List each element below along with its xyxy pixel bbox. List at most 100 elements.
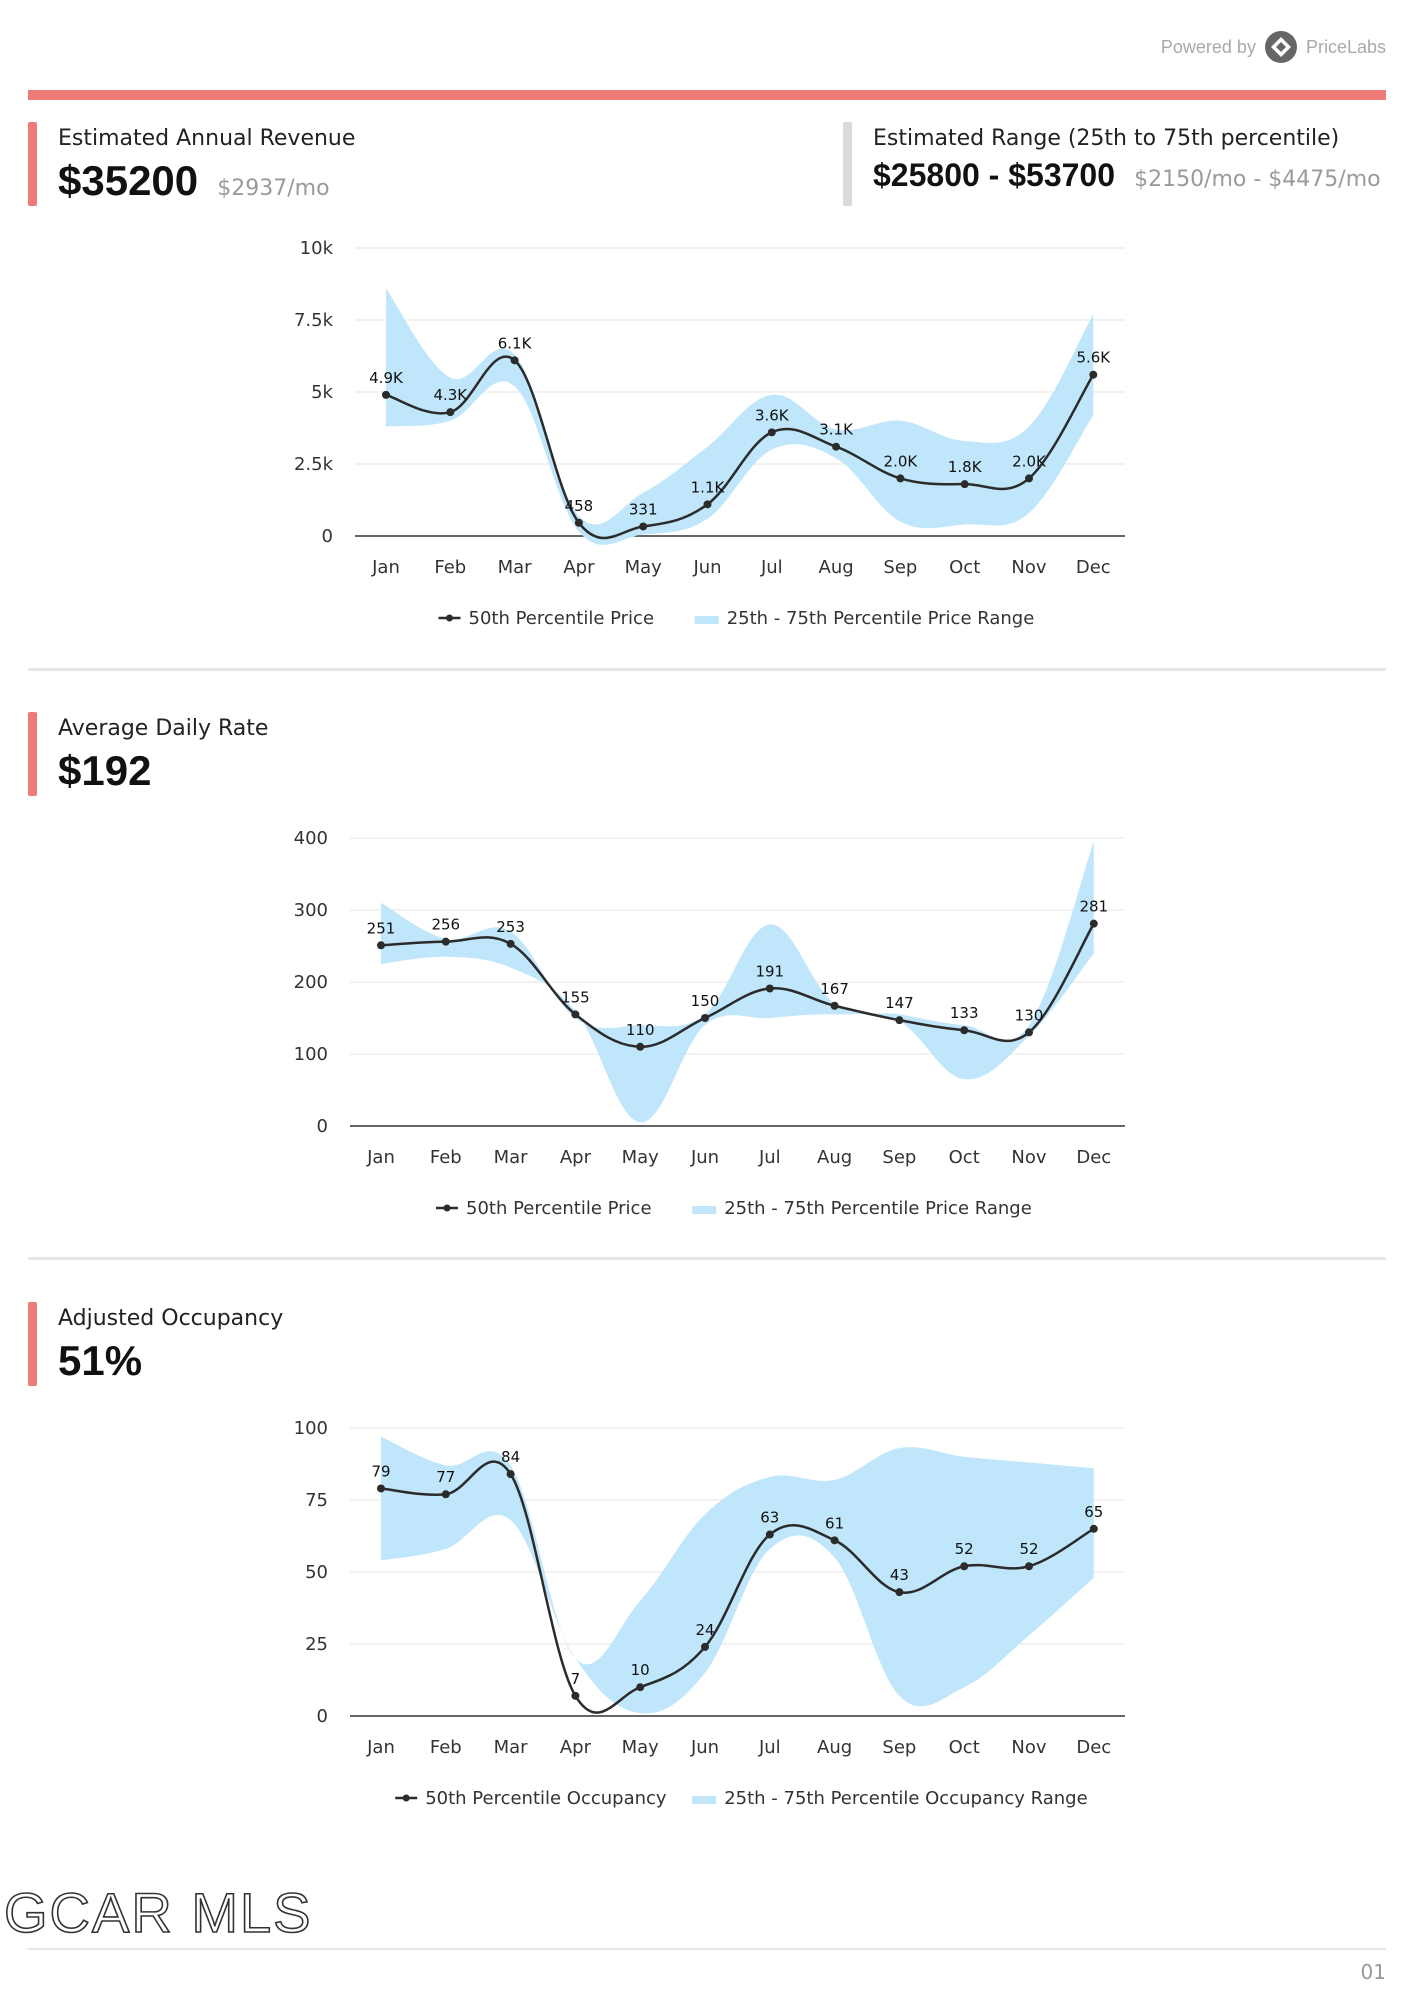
legend-median-label: 50th Percentile Price <box>466 1198 652 1219</box>
legend-range-label: 25th - 75th Percentile Price Range <box>724 1198 1032 1219</box>
data-point <box>767 428 776 437</box>
accent-marker <box>28 712 37 796</box>
x-tick-label: Aug <box>817 1147 852 1168</box>
data-label: 2.0K <box>884 452 919 470</box>
percentile-range-band <box>381 1436 1094 1714</box>
y-tick-label: 25 <box>305 1634 328 1655</box>
adr-label: Average Daily Rate <box>58 716 269 741</box>
occupancy-value: 51% <box>58 1337 143 1384</box>
y-tick-label: 10k <box>300 238 334 259</box>
annual-revenue-value: $35200 <box>58 157 199 204</box>
x-tick-label: Apr <box>563 557 595 578</box>
data-point <box>574 518 583 527</box>
occupancy-label: Adjusted Occupancy <box>58 1306 284 1331</box>
footer-divider <box>28 1948 1386 1950</box>
y-tick-label: 400 <box>294 828 328 849</box>
y-tick-label: 50 <box>305 1562 328 1583</box>
data-point <box>960 1562 969 1571</box>
x-tick-label: Oct <box>949 557 980 578</box>
data-label: 3.1K <box>819 421 854 439</box>
data-label: 43 <box>890 1566 909 1584</box>
data-label: 281 <box>1079 898 1108 916</box>
x-tick-label: Nov <box>1011 557 1046 578</box>
data-label: 130 <box>1015 1006 1044 1024</box>
powered-by: Powered by PriceLabs <box>1161 30 1386 64</box>
data-point <box>636 1042 645 1051</box>
section-divider <box>28 1257 1386 1260</box>
adr-chart: 0 100 200 300 400 Jan Feb Mar Apr May Jun Jul Aug Sep… <box>294 828 1125 1219</box>
top-accent-bar <box>28 90 1386 100</box>
x-tick-label: May <box>625 557 663 578</box>
data-point <box>830 1536 839 1545</box>
x-tick-label: Feb <box>430 1147 462 1168</box>
data-point <box>1089 1524 1098 1533</box>
data-label: 52 <box>955 1540 974 1558</box>
x-tick-label: Oct <box>949 1147 980 1168</box>
data-point <box>830 1001 839 1010</box>
x-tick-label: Dec <box>1076 557 1111 578</box>
y-tick-label: 2.5k <box>294 454 334 475</box>
estimated-range-monthly: $2150/mo - $4475/mo <box>1134 167 1381 192</box>
data-label: 147 <box>885 994 914 1012</box>
x-tick-label: Dec <box>1076 1147 1111 1168</box>
data-point <box>960 1026 969 1035</box>
data-label: 110 <box>626 1021 655 1039</box>
occupancy-stat: Adjusted Occupancy 51% <box>28 1302 284 1386</box>
x-tick-label: Mar <box>494 1737 529 1758</box>
data-label: 167 <box>820 980 849 998</box>
x-tick-label: Jan <box>371 557 400 578</box>
y-tick-label: 75 <box>305 1490 328 1511</box>
data-label: 3.6K <box>755 406 790 424</box>
data-label: 6.1K <box>498 334 533 352</box>
data-point <box>895 1016 904 1025</box>
data-label: 251 <box>367 919 396 937</box>
x-tick-label: Aug <box>819 557 854 578</box>
page-number: 01 <box>1360 1960 1386 1984</box>
estimated-range-stat: Estimated Range (25th to 75th percentile… <box>843 122 1381 206</box>
annual-revenue-monthly: $2937/mo <box>217 176 330 201</box>
y-tick-label: 0 <box>317 1116 328 1137</box>
data-label: 133 <box>950 1004 979 1022</box>
x-tick-label: Sep <box>883 557 917 578</box>
x-tick-label: Jul <box>758 1737 781 1758</box>
revenue-chart: 0 2.5k 5k 7.5k 10k Jan Feb Mar Apr May Jun Jul Aug Se… <box>294 238 1125 629</box>
x-tick-label: Jun <box>692 557 721 578</box>
data-point <box>765 1530 774 1539</box>
x-tick-label: Nov <box>1011 1147 1046 1168</box>
percentile-range-band <box>381 841 1094 1123</box>
x-tick-label: Jul <box>760 557 783 578</box>
gcar-mls-watermark: GCAR MLS <box>3 1880 313 1945</box>
x-tick-label: Sep <box>882 1147 916 1168</box>
data-label: 155 <box>561 988 590 1006</box>
y-tick-label: 100 <box>294 1044 328 1065</box>
x-tick-label: Jan <box>366 1737 395 1758</box>
median-line <box>385 355 1095 540</box>
data-point <box>765 984 774 993</box>
data-label: 63 <box>760 1509 779 1527</box>
y-tick-label: 0 <box>322 526 333 547</box>
data-label: 1.1K <box>691 478 726 496</box>
legend-marker <box>443 1204 451 1212</box>
x-tick-label: Jan <box>366 1147 395 1168</box>
legend-band-swatch <box>692 1796 717 1804</box>
x-tick-label: Mar <box>494 1147 529 1168</box>
data-point <box>832 442 841 451</box>
data-point <box>960 480 969 489</box>
x-tick-label: Sep <box>882 1737 916 1758</box>
accent-marker <box>28 122 37 206</box>
data-label: 52 <box>1019 1540 1038 1558</box>
data-point <box>506 1470 515 1479</box>
legend-band-swatch <box>694 616 719 624</box>
pricelabs-logo-icon <box>1264 31 1297 63</box>
data-point <box>701 1642 709 1651</box>
data-point <box>377 1484 385 1493</box>
data-label: 24 <box>695 1621 714 1639</box>
data-label: 65 <box>1084 1503 1103 1521</box>
x-tick-label: Apr <box>560 1737 592 1758</box>
estimated-range-value: $25800 - $53700 <box>873 157 1115 193</box>
data-point <box>571 1010 580 1019</box>
legend-marker <box>446 614 453 622</box>
y-tick-label: 200 <box>294 972 328 993</box>
data-point <box>896 474 905 483</box>
x-tick-label: Jun <box>690 1737 719 1758</box>
